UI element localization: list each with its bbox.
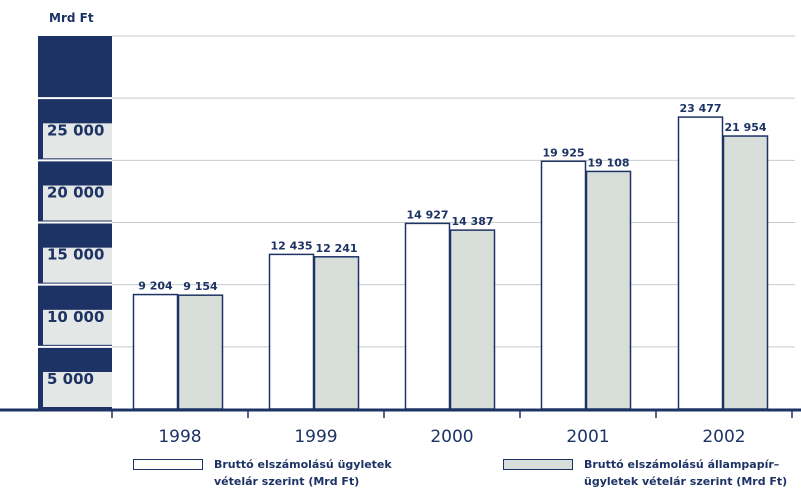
y-tick-label: 15 000 <box>47 246 104 264</box>
y-label-panel <box>43 309 112 345</box>
y-tick-label: 10 000 <box>47 308 104 326</box>
y-tick-label: 20 000 <box>47 183 104 201</box>
bar-2001-series-2 <box>585 170 632 410</box>
x-axis: 1998 1999 2000 2001 2002 <box>0 408 801 447</box>
bar-2001-series-1 <box>540 160 587 410</box>
bar-2000-series-2 <box>449 229 496 410</box>
y-axis-bands <box>38 36 112 409</box>
y-unit-label: Mrd Ft <box>49 11 94 25</box>
bar-1999-series-2 <box>313 256 360 410</box>
y-band <box>38 36 112 99</box>
legend-swatch-2 <box>503 459 573 470</box>
x-tick-label: 2002 <box>702 427 745 447</box>
value-label: 23 477 <box>679 102 721 115</box>
bar-1998-series-1 <box>132 293 179 410</box>
x-tick-label: 2001 <box>566 427 609 447</box>
y-tick-label: 5 000 <box>47 370 94 388</box>
y-tick-labels: 5 000 10 000 15 000 20 000 25 000 <box>47 121 104 388</box>
bar-1999-series-1 <box>268 253 315 410</box>
value-label: 19 108 <box>587 156 629 169</box>
bar-1998-series-2 <box>177 294 224 410</box>
value-label: 9 204 <box>138 280 173 293</box>
value-label: 12 241 <box>315 242 357 255</box>
x-tick-label: 1998 <box>158 427 201 447</box>
bar-2002-series-2 <box>722 135 769 410</box>
value-label: 9 154 <box>183 280 218 293</box>
bars <box>132 116 769 410</box>
legend-swatch-1 <box>133 459 203 470</box>
y-label-panel <box>43 247 112 283</box>
value-label: 19 925 <box>542 146 584 159</box>
y-tick-label: 25 000 <box>47 121 104 139</box>
legend-label-2: Bruttó elszámolású állampapír– ügyletek … <box>584 458 788 488</box>
value-label: 21 954 <box>724 121 766 134</box>
value-label: 14 927 <box>406 208 448 221</box>
y-label-panel <box>43 185 112 221</box>
bar-2000-series-1 <box>404 222 451 410</box>
bar-2002-series-1 <box>677 116 724 410</box>
x-tick-label: 1999 <box>294 427 337 447</box>
value-label: 12 435 <box>270 239 312 252</box>
legend-label-1: Bruttó elszámolású ügyletek vételár szer… <box>214 458 392 488</box>
x-tick-label: 2000 <box>430 427 473 447</box>
y-label-panel <box>43 372 112 407</box>
value-label: 14 387 <box>451 215 493 228</box>
y-label-panel <box>43 123 112 159</box>
